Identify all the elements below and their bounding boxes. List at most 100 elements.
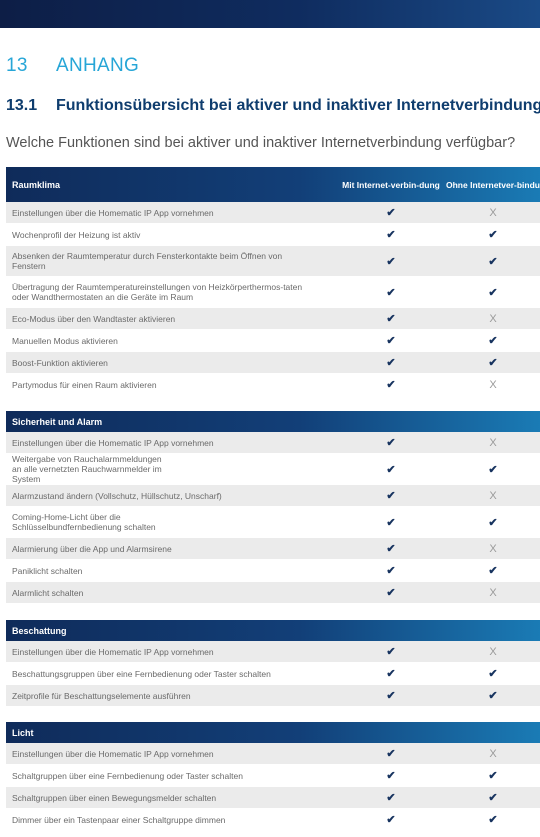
check-icon: ✔	[386, 207, 396, 219]
check-icon: ✔	[488, 792, 498, 804]
check-icon: ✔	[386, 490, 396, 502]
check-icon: ✔	[488, 690, 498, 702]
section-number: 13.1	[6, 97, 38, 114]
table-header: Licht	[6, 722, 540, 743]
table-row: Einstellungen über die Homematic IP App …	[6, 641, 540, 663]
cross-icon: X	[489, 489, 497, 502]
table-header: Raumklima Mit Internet-verbin-dung Ohne …	[6, 167, 540, 202]
row-label: Alarmierung über die App und Alarmsirene	[12, 543, 172, 554]
cross-icon: X	[489, 378, 497, 391]
check-icon: ✔	[488, 229, 498, 241]
table-header: Sicherheit und Alarm	[6, 411, 540, 432]
row-label: Beschattungsgruppen über eine Fernbedien…	[12, 668, 271, 679]
row-label: Einstellungen über die Homematic IP App …	[12, 646, 214, 657]
category-title: Sicherheit und Alarm	[12, 416, 103, 427]
row-label: Absenken der Raumtemperatur durch Fenste…	[12, 251, 283, 271]
check-icon: ✔	[488, 770, 498, 782]
chapter-heading: 13 ANHANG	[6, 55, 139, 77]
table-row: Einstellungen über die Homematic IP App …	[6, 743, 540, 765]
table-row: Zeitprofile für Beschattungselemente aus…	[6, 685, 540, 707]
table-row: Dimmer über ein Tastenpaar einer Schaltg…	[6, 809, 540, 831]
table-row: Partymodus für einen Raum aktivieren ✔ X	[6, 374, 540, 396]
cross-icon: X	[489, 586, 497, 599]
check-icon: ✔	[386, 690, 396, 702]
row-label: Schaltgruppen über eine Fernbedienung od…	[12, 770, 243, 781]
table-header: Beschattung	[6, 620, 540, 641]
row-label: Eco-Modus über den Wandtaster aktivieren	[12, 313, 176, 324]
table-row: Alarmierung über die App und Alarmsirene…	[6, 538, 540, 560]
check-icon: ✔	[386, 437, 396, 449]
table-row: Schaltgruppen über eine Fernbedienung od…	[6, 765, 540, 787]
check-icon: ✔	[386, 748, 396, 760]
table-row: Weitergabe von Rauchalarmmeldungen an al…	[6, 454, 540, 485]
table-row: Wochenprofil der Heizung ist aktiv ✔ ✔	[6, 224, 540, 246]
table-raumklima: Raumklima Mit Internet-verbin-dung Ohne …	[6, 167, 540, 396]
cross-icon: X	[489, 747, 497, 760]
check-icon: ✔	[386, 313, 396, 325]
table-row: Alarmzustand ändern (Vollschutz, Hüllsch…	[6, 485, 540, 507]
category-title: Licht	[12, 727, 34, 738]
check-icon: ✔	[386, 335, 396, 347]
cross-icon: X	[489, 645, 497, 658]
check-icon: ✔	[488, 463, 498, 476]
table-row: Beschattungsgruppen über eine Fernbedien…	[6, 663, 540, 685]
row-label: Alarmzustand ändern (Vollschutz, Hüllsch…	[12, 490, 222, 501]
row-label: Manuellen Modus aktivieren	[12, 335, 118, 346]
check-icon: ✔	[386, 286, 396, 299]
table-row: Eco-Modus über den Wandtaster aktivieren…	[6, 308, 540, 330]
check-icon: ✔	[386, 255, 396, 268]
chapter-title: ANHANG	[56, 55, 140, 76]
check-icon: ✔	[386, 516, 396, 529]
table-row: Coming-Home-Licht über die Schlüsselbund…	[6, 507, 540, 538]
row-label: Partymodus für einen Raum aktivieren	[12, 379, 157, 390]
check-icon: ✔	[488, 255, 498, 268]
check-icon: ✔	[386, 229, 396, 241]
check-icon: ✔	[386, 379, 396, 391]
table-row: Einstellungen über die Homematic IP App …	[6, 432, 540, 454]
cross-icon: X	[489, 312, 497, 325]
check-icon: ✔	[488, 335, 498, 347]
column-header-offline: Ohne Internetver-bindung	[446, 179, 540, 190]
check-icon: ✔	[488, 357, 498, 369]
table-sicherheit-alarm: Sicherheit und Alarm Einstellungen über …	[6, 411, 540, 604]
row-label: Coming-Home-Licht über die Schlüsselbund…	[12, 512, 156, 532]
cross-icon: X	[489, 206, 497, 219]
row-label: Alarmlicht schalten	[12, 587, 84, 598]
check-icon: ✔	[386, 463, 396, 476]
column-header-online: Mit Internet-verbin-dung	[342, 179, 440, 190]
table-row: Übertragung der Raumtemperatureinstellun…	[6, 277, 540, 308]
table-row: Einstellungen über die Homematic IP App …	[6, 202, 540, 224]
intro-question: Welche Funktionen sind bei aktiver und i…	[6, 135, 516, 151]
table-row: Alarmlicht schalten ✔ X	[6, 582, 540, 604]
table-row: Manuellen Modus aktivieren ✔ ✔	[6, 330, 540, 352]
check-icon: ✔	[386, 587, 396, 599]
check-icon: ✔	[386, 792, 396, 804]
table-row: Paniklicht schalten ✔ ✔	[6, 560, 540, 582]
row-label: Paniklicht schalten	[12, 565, 83, 576]
row-label: Zeitprofile für Beschattungselemente aus…	[12, 690, 191, 701]
chapter-number: 13	[6, 55, 28, 76]
check-icon: ✔	[386, 565, 396, 577]
row-label: Weitergabe von Rauchalarmmeldungen an al…	[12, 454, 162, 484]
row-label: Übertragung der Raumtemperatureinstellun…	[12, 282, 303, 302]
check-icon: ✔	[386, 357, 396, 369]
check-icon: ✔	[488, 286, 498, 299]
table-licht: Licht Einstellungen über die Homematic I…	[6, 722, 540, 831]
check-icon: ✔	[488, 668, 498, 680]
check-icon: ✔	[386, 543, 396, 555]
check-icon: ✔	[488, 814, 498, 826]
row-label: Schaltgruppen über einen Bewegungsmelder…	[12, 792, 217, 803]
category-title: Beschattung	[12, 625, 67, 636]
section-heading: 13.1 Funktionsübersicht bei aktiver und i…	[6, 97, 540, 115]
check-icon: ✔	[488, 516, 498, 529]
top-banner	[0, 0, 540, 28]
row-label: Boost-Funktion aktivieren	[12, 357, 108, 368]
check-icon: ✔	[386, 646, 396, 658]
check-icon: ✔	[386, 814, 396, 826]
table-row: Absenken der Raumtemperatur durch Fenste…	[6, 246, 540, 277]
row-label: Dimmer über ein Tastenpaar einer Schaltg…	[12, 814, 226, 825]
row-label: Wochenprofil der Heizung ist aktiv	[12, 229, 141, 240]
row-label: Einstellungen über die Homematic IP App …	[12, 437, 214, 448]
check-icon: ✔	[386, 668, 396, 680]
check-icon: ✔	[488, 565, 498, 577]
